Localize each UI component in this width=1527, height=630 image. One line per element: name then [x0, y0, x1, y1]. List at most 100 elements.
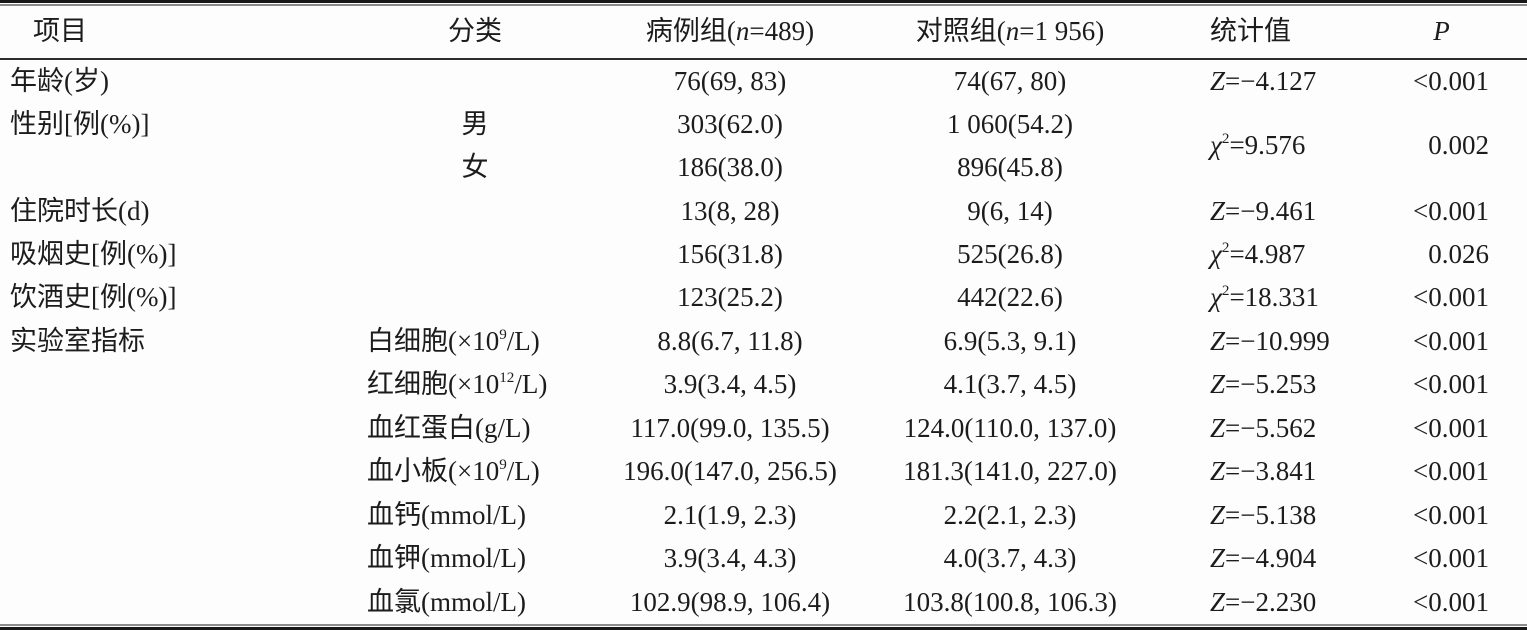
text-segment: =−4.127: [1225, 65, 1317, 96]
cell-control-group: 6.9(5.3, 9.1): [943, 325, 1077, 356]
cell-category: 血氯(mmol/L): [330, 580, 620, 624]
cell-p-value: 0.002: [1428, 130, 1489, 161]
symbol-text: χ: [1210, 282, 1222, 313]
cell-statistic: Z=−9.461: [1180, 189, 1375, 232]
cell-control-group: 442(22.6): [957, 282, 1063, 313]
cell-control-group: 2.2(2.1, 2.3): [943, 499, 1077, 530]
cell-category: 白细胞(×109/L): [330, 320, 620, 363]
cell-p-value: <0.001: [1413, 65, 1489, 96]
cell-category: 血红蛋白(g/L): [330, 407, 620, 450]
cell-control-group: 103.8(100.8, 106.3): [903, 586, 1117, 617]
cell-statistic: Z=−10.999: [1180, 320, 1375, 363]
cell-p-value: <0.001: [1413, 325, 1489, 356]
cell-statistic: χ2=4.987: [1180, 233, 1375, 276]
cell-item: 住院时长(d): [10, 195, 150, 226]
cell-item: [0, 363, 330, 406]
cell-category: 女: [330, 146, 620, 189]
symbol-text: Z: [1210, 499, 1226, 530]
table-row: 血钙(mmol/L) 2.1(1.9, 2.3) 2.2(2.1, 2.3) Z=−5…: [0, 494, 1527, 537]
superscript-text: 9: [499, 326, 507, 343]
cell-case-group: 117.0(99.0, 135.5): [630, 412, 830, 443]
cell-statistic: Z=−5.253: [1180, 363, 1375, 406]
symbol-text: Z: [1210, 195, 1226, 226]
cell-category: 血钙(mmol/L): [330, 494, 620, 537]
text-segment: =18.331: [1229, 282, 1319, 313]
cell-control-group: 525(26.8): [957, 239, 1063, 270]
cell-case-group: 76(69, 83): [673, 65, 787, 96]
symbol-text: Z: [1210, 369, 1226, 400]
cell-case-group: 13(8, 28): [680, 195, 780, 226]
cell-statistic: Z=−3.841: [1180, 450, 1375, 493]
text-segment: 对照组(: [915, 16, 1006, 47]
table-row: 年龄(岁) 76(69, 83) 74(67, 80) Z=−4.127 <0.001: [0, 59, 1527, 102]
superscript-text: 2: [1221, 283, 1230, 300]
cell-case-group: 2.1(1.9, 2.3): [663, 499, 797, 530]
cell-item: [0, 537, 330, 580]
symbol-text: n: [735, 16, 750, 47]
text-segment: 病例组(: [645, 16, 736, 47]
cell-item: 饮酒史[例(%)]: [10, 282, 177, 313]
text-segment: =489): [749, 16, 815, 47]
cell-item: [0, 494, 330, 537]
text-segment: =−3.841: [1225, 456, 1317, 487]
cell-p-value: <0.001: [1413, 586, 1489, 617]
column-header-control: 对照组(n=1 956): [840, 6, 1180, 60]
cell-statistic: Z=−5.138: [1180, 494, 1375, 537]
cell-control-group: 896(45.8): [957, 152, 1063, 183]
cell-p-value: <0.001: [1413, 282, 1489, 313]
cell-case-group: 3.9(3.4, 4.3): [663, 543, 797, 574]
symbol-text: Z: [1210, 586, 1226, 617]
text-segment: 血小板(×10: [367, 456, 500, 487]
cell-case-group: 303(62.0): [677, 108, 783, 139]
cell-case-group: 186(38.0): [677, 152, 783, 183]
cell-statistic: Z=−4.904: [1180, 537, 1375, 580]
cell-case-group: 102.9(98.9, 106.4): [629, 586, 831, 617]
cell-case-group: 3.9(3.4, 4.5): [663, 369, 797, 400]
cell-item: 性别[例(%)]: [10, 108, 150, 139]
table-bottom-rule: [0, 627, 1527, 630]
text-segment: 血钾(mmol/L): [367, 543, 526, 574]
symbol-text: χ: [1210, 130, 1222, 161]
text-segment: =−9.461: [1225, 195, 1317, 226]
cell-category: 血钾(mmol/L): [330, 537, 620, 580]
cell-statistic: Z=−2.230: [1180, 580, 1375, 624]
text-segment: /L): [506, 456, 540, 487]
cell-category: 红细胞(×1012/L): [330, 363, 620, 406]
text-segment: 统计值: [1210, 16, 1291, 47]
cell-control-group: 4.1(3.7, 4.5): [943, 369, 1077, 400]
cell-p-value: <0.001: [1413, 369, 1489, 400]
text-segment: =−5.562: [1225, 412, 1317, 443]
text-segment: =−5.253: [1225, 369, 1317, 400]
table-row: 血氯(mmol/L) 102.9(98.9, 106.4) 103.8(100.8,…: [0, 580, 1527, 624]
superscript-text: 9: [499, 457, 507, 474]
superscript-text: 12: [499, 370, 515, 387]
symbol-text: Z: [1210, 325, 1226, 356]
table-row: 女 186(38.0) 896(45.8): [0, 146, 1527, 189]
cell-control-group: 181.3(141.0, 227.0): [903, 456, 1117, 487]
superscript-text: 2: [1221, 239, 1230, 256]
cell-statistic: Z=−5.562: [1180, 407, 1375, 450]
text-segment: 血红蛋白(g/L): [367, 412, 531, 443]
cell-item: 实验室指标: [10, 325, 145, 356]
cell-category: [330, 276, 620, 319]
text-segment: 分类: [448, 16, 502, 47]
table-body: 年龄(岁) 76(69, 83) 74(67, 80) Z=−4.127 <0.001 性…: [0, 59, 1527, 624]
table-top-rule-shadow: [0, 4, 1527, 6]
cell-category: 血小板(×109/L): [330, 450, 620, 493]
cell-statistic: χ2=18.331: [1180, 276, 1375, 319]
text-segment: =4.987: [1229, 239, 1306, 270]
text-segment: =−4.904: [1225, 543, 1317, 574]
column-header-category: 分类: [330, 6, 620, 60]
text-segment: /L): [514, 369, 548, 400]
cell-item: [0, 580, 330, 624]
cell-category: [330, 59, 620, 102]
cell-item: [0, 146, 330, 189]
cell-case-group: 8.8(6.7, 11.8): [657, 325, 803, 356]
text-segment: 白细胞(×10: [367, 325, 500, 356]
table-row: 实验室指标 白细胞(×109/L) 8.8(6.7, 11.8) 6.9(5.3, 9…: [0, 320, 1527, 363]
cell-item: [0, 407, 330, 450]
table-bottom-rule-shadow: [0, 624, 1527, 626]
cell-statistic: χ2=9.576: [1180, 102, 1375, 189]
cell-item: [0, 450, 330, 493]
